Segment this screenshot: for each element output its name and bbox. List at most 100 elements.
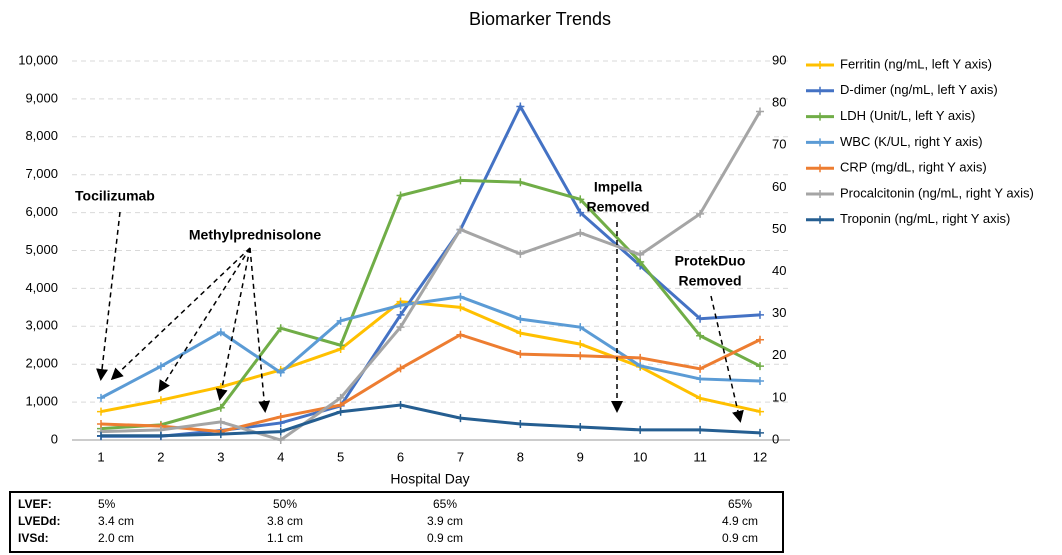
table-cell: 3.4 cm bbox=[98, 514, 134, 528]
y2-tick-label: 0 bbox=[772, 431, 779, 446]
legend-marker bbox=[816, 61, 824, 69]
annotation-arrow bbox=[96, 211, 121, 381]
table-cell: 4.9 cm bbox=[722, 514, 758, 528]
point-marker bbox=[576, 351, 585, 360]
y-tick-label: 2,000 bbox=[25, 356, 58, 371]
y-tick-label: 6,000 bbox=[25, 204, 58, 219]
x-axis-label: Hospital Day bbox=[390, 471, 469, 487]
point-marker bbox=[216, 328, 225, 337]
point-marker bbox=[276, 427, 285, 436]
point-marker bbox=[636, 425, 645, 434]
table-cell: 65% bbox=[728, 497, 752, 511]
x-tick-label: 6 bbox=[397, 449, 404, 464]
x-tick-label: 4 bbox=[277, 449, 284, 464]
x-tick-label: 8 bbox=[517, 449, 524, 464]
point-marker bbox=[636, 250, 645, 259]
point-marker bbox=[97, 431, 105, 440]
point-marker bbox=[456, 303, 465, 312]
point-marker bbox=[696, 394, 705, 403]
point-marker bbox=[396, 301, 405, 310]
annotation-arrow bbox=[710, 295, 744, 423]
point-marker bbox=[756, 428, 764, 437]
point-marker bbox=[576, 228, 585, 237]
x-tick-label: 9 bbox=[577, 449, 584, 464]
table-cell: 0.9 cm bbox=[427, 531, 463, 545]
point-marker bbox=[696, 331, 705, 340]
x-tick-label: 12 bbox=[753, 449, 767, 464]
point-marker bbox=[396, 364, 405, 373]
legend-label: Procalcitonin (ng/mL, right Y axis) bbox=[840, 185, 1034, 200]
legend-marker bbox=[816, 138, 824, 147]
y-tick-label: 4,000 bbox=[25, 280, 58, 295]
annotation-arrow bbox=[158, 247, 251, 393]
legend-label: WBC (K/UL, right Y axis) bbox=[840, 134, 983, 149]
table-cell: 3.8 cm bbox=[267, 514, 303, 528]
y-tick-label: 1,000 bbox=[25, 394, 58, 409]
table-cell: 5% bbox=[98, 497, 116, 511]
point-marker bbox=[516, 329, 525, 338]
point-marker bbox=[636, 361, 645, 370]
y2-tick-label: 20 bbox=[772, 347, 786, 362]
legend-marker bbox=[816, 164, 824, 173]
x-tick-label: 7 bbox=[457, 449, 464, 464]
series-line bbox=[100, 295, 761, 400]
point-marker bbox=[516, 419, 525, 428]
annotation-arrow bbox=[215, 247, 251, 401]
series-line bbox=[100, 333, 761, 434]
x-tick-label: 2 bbox=[157, 449, 164, 464]
point-marker bbox=[576, 422, 585, 431]
table-row-label: LVEF: bbox=[18, 497, 52, 511]
table-cell: 1.1 cm bbox=[267, 531, 303, 545]
legend-marker bbox=[816, 86, 824, 95]
y-tick-label: 3,000 bbox=[25, 318, 58, 333]
y-tick-label: 0 bbox=[51, 431, 58, 446]
annotation: Removed bbox=[586, 199, 649, 215]
x-tick-label: 5 bbox=[337, 449, 344, 464]
table-cell: 50% bbox=[273, 497, 297, 511]
legend-marker bbox=[816, 215, 824, 224]
point-marker bbox=[756, 335, 764, 344]
point-marker bbox=[756, 107, 764, 116]
table-cell: 2.0 cm bbox=[98, 531, 134, 545]
point-marker bbox=[516, 178, 525, 187]
x-tick-label: 11 bbox=[693, 449, 707, 464]
series-line bbox=[100, 178, 761, 431]
point-marker bbox=[696, 425, 705, 434]
point-marker bbox=[516, 350, 525, 359]
point-marker bbox=[156, 396, 165, 405]
y-tick-label: 8,000 bbox=[25, 128, 58, 143]
point-marker bbox=[456, 292, 465, 301]
point-marker bbox=[396, 310, 405, 319]
table-cell: 3.9 cm bbox=[427, 514, 463, 528]
legend-marker bbox=[816, 190, 824, 198]
point-marker bbox=[696, 209, 705, 218]
y2-tick-label: 50 bbox=[772, 221, 786, 236]
point-marker bbox=[576, 323, 585, 332]
y2-tick-label: 60 bbox=[772, 179, 786, 194]
point-marker bbox=[396, 401, 405, 410]
point-marker bbox=[636, 257, 645, 266]
legend-label: D-dimer (ng/mL, left Y axis) bbox=[840, 82, 998, 97]
series-line bbox=[100, 300, 761, 414]
point-marker bbox=[456, 330, 465, 339]
point-marker bbox=[276, 436, 285, 444]
y2-tick-label: 70 bbox=[772, 137, 786, 152]
point-marker bbox=[336, 401, 345, 410]
point-marker bbox=[456, 414, 465, 423]
point-marker bbox=[276, 324, 285, 333]
point-marker bbox=[216, 430, 225, 439]
x-tick-label: 10 bbox=[633, 449, 647, 464]
y2-tick-label: 90 bbox=[772, 52, 786, 67]
point-marker bbox=[696, 314, 705, 323]
point-marker bbox=[336, 341, 345, 350]
point-marker bbox=[576, 340, 585, 349]
annotation-arrow bbox=[249, 247, 271, 413]
legend-label: CRP (mg/dL, right Y axis) bbox=[840, 160, 987, 175]
y-tick-label: 9,000 bbox=[25, 90, 58, 105]
annotation: Tocilizumab bbox=[75, 188, 155, 204]
point-marker bbox=[756, 362, 764, 371]
point-marker bbox=[276, 368, 285, 377]
legend-marker bbox=[816, 112, 824, 121]
point-marker bbox=[97, 407, 105, 416]
point-marker bbox=[216, 382, 225, 391]
